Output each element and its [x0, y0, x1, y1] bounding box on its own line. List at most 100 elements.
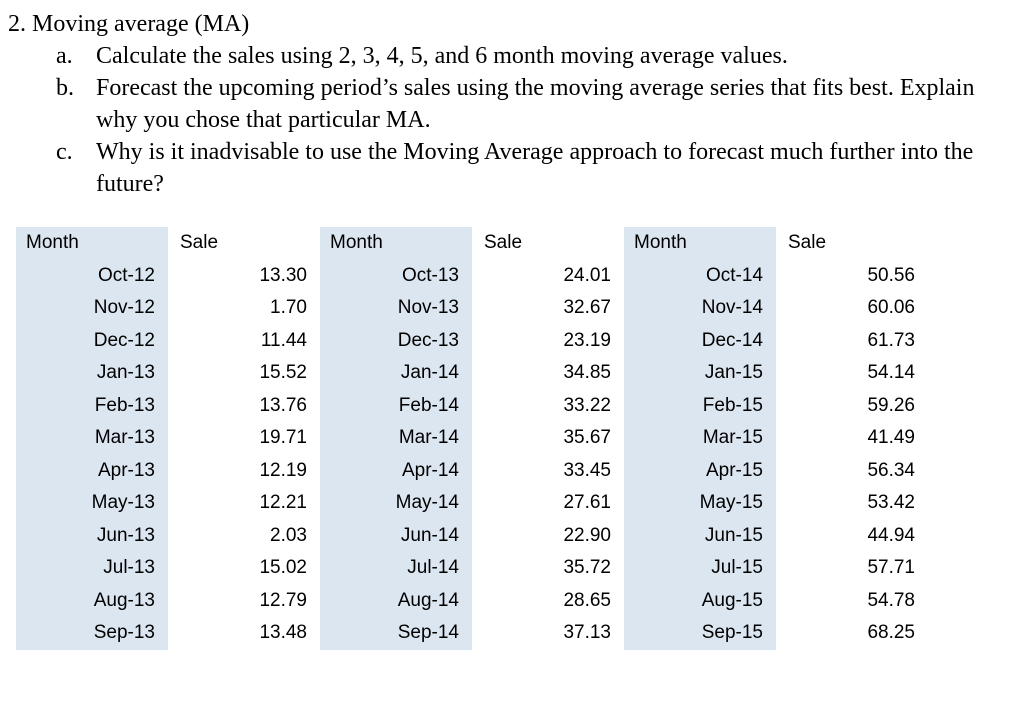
month-cell: Aug-14: [320, 584, 472, 617]
sale-cell: 44.94: [867, 524, 915, 546]
month-cell: Apr-14: [320, 454, 472, 487]
table-row: May-14 27.61: [320, 487, 614, 520]
table-row: Sep-13 13.48: [16, 617, 310, 650]
month-cell: Jan-14: [320, 357, 472, 390]
table-row: Jan-15 54.14: [624, 357, 918, 390]
sale-cell: 54.78: [867, 589, 915, 611]
month-cell: May-15: [624, 487, 776, 520]
month-cell: Apr-13: [16, 454, 168, 487]
table-row: Dec-12 11.44: [16, 324, 310, 357]
month-cell: Dec-14: [624, 324, 776, 357]
month-column-header: Month: [16, 227, 168, 260]
table-row: Feb-15 59.26: [624, 389, 918, 422]
month-cell: May-13: [16, 487, 168, 520]
month-cell: Nov-14: [624, 292, 776, 325]
table-row: Mar-14 35.67: [320, 422, 614, 455]
sale-cell: 27.61: [563, 492, 611, 514]
table-row: Dec-14 61.73: [624, 324, 918, 357]
sale-cell: 13.76: [259, 394, 307, 416]
month-cell: Jun-14: [320, 519, 472, 552]
month-cell: Apr-15: [624, 454, 776, 487]
month-cell: Aug-15: [624, 584, 776, 617]
month-cell: Dec-12: [16, 324, 168, 357]
problem-title: 2. Moving average (MA): [8, 11, 250, 37]
sale-column-header: Sale: [484, 232, 523, 254]
sale-cell: 23.19: [563, 329, 611, 351]
month-cell: Sep-13: [16, 617, 168, 650]
table-row: Oct-12 13.30: [16, 259, 310, 292]
sale-cell: 1.70: [270, 297, 307, 319]
table-row: Dec-13 23.19: [320, 324, 614, 357]
sale-cell: 12.21: [259, 492, 307, 514]
sale-cell: 12.19: [259, 459, 307, 481]
month-column-header: Month: [320, 227, 472, 260]
item-text: Forecast the upcoming period’s sales usi…: [96, 75, 975, 133]
sale-cell: 33.22: [563, 394, 611, 416]
month-cell: May-14: [320, 487, 472, 520]
sale-cell: 35.72: [563, 557, 611, 579]
sale-cell: 13.30: [259, 264, 307, 286]
problem-item-c: c. Why is it inadvisable to use the Movi…: [8, 136, 1004, 200]
table-row: Sep-15 68.25: [624, 617, 918, 650]
sale-column-header: Sale: [788, 232, 827, 254]
sale-cell: 15.52: [259, 362, 307, 384]
month-cell: Jun-15: [624, 519, 776, 552]
sale-cell: 37.13: [563, 622, 611, 644]
sale-cell: 35.67: [563, 427, 611, 449]
table-row: Jul-15 57.71: [624, 552, 918, 585]
table-header-row: Month Sale: [624, 227, 918, 260]
sale-cell: 53.42: [867, 492, 915, 514]
sale-cell: 19.71: [259, 427, 307, 449]
table-row: Jan-13 15.52: [16, 357, 310, 390]
table-row: Sep-14 37.13: [320, 617, 614, 650]
sale-cell: 12.79: [259, 589, 307, 611]
sale-cell: 22.90: [563, 524, 611, 546]
sale-cell: 28.65: [563, 589, 611, 611]
month-cell: Dec-13: [320, 324, 472, 357]
sale-cell: 11.44: [260, 329, 307, 351]
item-text: Why is it inadvisable to use the Moving …: [96, 139, 974, 197]
table-row: Jul-14 35.72: [320, 552, 614, 585]
sale-cell: 50.56: [867, 264, 915, 286]
sale-cell: 56.34: [867, 459, 915, 481]
month-cell: Oct-12: [16, 259, 168, 292]
table-row: Nov-13 32.67: [320, 292, 614, 325]
sale-cell: 34.85: [563, 362, 611, 384]
sales-table-2013-2014: Month Sale Oct-13 24.01 Nov-13 32.67 Dec-13 23…: [320, 227, 614, 650]
table-row: Apr-13 12.19: [16, 454, 310, 487]
sale-cell: 60.06: [867, 297, 915, 319]
sale-cell: 59.26: [867, 394, 915, 416]
sale-cell: 24.01: [563, 264, 611, 286]
month-cell: Jun-13: [16, 519, 168, 552]
sale-cell: 68.25: [867, 622, 915, 644]
item-text: Calculate the sales using 2, 3, 4, 5, an…: [96, 43, 788, 69]
table-row: Aug-15 54.78: [624, 584, 918, 617]
problem-list: a. Calculate the sales using 2, 3, 4, 5,…: [8, 40, 1004, 200]
sales-table-2012-2013: Month Sale Oct-12 13.30 Nov-12 1.70 Dec-12 11.…: [16, 227, 310, 650]
table-row: Oct-14 50.56: [624, 259, 918, 292]
sale-cell: 33.45: [563, 459, 611, 481]
month-cell: Mar-15: [624, 422, 776, 455]
table-row: Nov-12 1.70: [16, 292, 310, 325]
table-row: Oct-13 24.01: [320, 259, 614, 292]
sale-cell: 15.02: [259, 557, 307, 579]
table-row: Aug-13 12.79: [16, 584, 310, 617]
month-cell: Oct-13: [320, 259, 472, 292]
sale-cell: 2.03: [270, 524, 307, 546]
month-cell: Nov-12: [16, 292, 168, 325]
table-row: Mar-15 41.49: [624, 422, 918, 455]
sale-cell: 54.14: [867, 362, 915, 384]
table-row: Nov-14 60.06: [624, 292, 918, 325]
item-label: c.: [56, 139, 73, 165]
sales-tables: Month Sale Oct-12 13.30 Nov-12 1.70 Dec-12 11.…: [16, 227, 1024, 650]
table-row: Jun-13 2.03: [16, 519, 310, 552]
table-row: Mar-13 19.71: [16, 422, 310, 455]
sale-cell: 32.67: [563, 297, 611, 319]
month-cell: Jan-15: [624, 357, 776, 390]
month-cell: Sep-14: [320, 617, 472, 650]
sale-cell: 41.49: [867, 427, 915, 449]
month-cell: Feb-13: [16, 389, 168, 422]
table-header-row: Month Sale: [16, 227, 310, 260]
table-row: Feb-13 13.76: [16, 389, 310, 422]
table-row: Jun-15 44.94: [624, 519, 918, 552]
